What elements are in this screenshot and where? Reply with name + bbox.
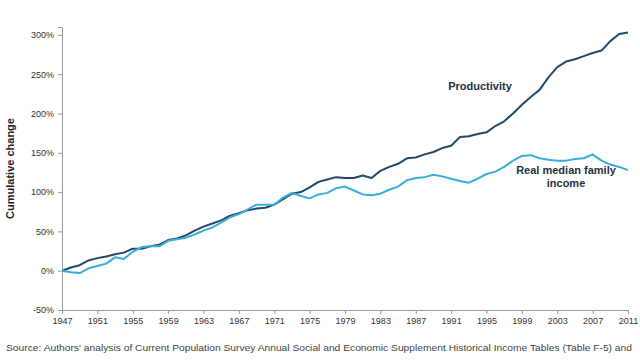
plot-area	[62, 33, 628, 274]
tick-label: 50%	[36, 227, 54, 237]
tick-mark	[58, 192, 62, 193]
tick-mark	[97, 310, 98, 314]
tick-mark	[58, 310, 62, 311]
tick: 1959	[159, 310, 179, 326]
tick-label: 250%	[31, 70, 54, 80]
tick-mark	[58, 231, 62, 232]
tick: -50%	[33, 305, 62, 315]
tick: 0%	[41, 266, 62, 276]
tick-mark	[204, 310, 205, 314]
tick-mark	[416, 310, 417, 314]
tick: 1963	[194, 310, 214, 326]
tick: 300%	[31, 30, 62, 40]
tick: 150%	[31, 148, 62, 158]
source-note: Source: Authors' analysis of Current Pop…	[6, 342, 632, 353]
series-label-line: Productivity	[448, 80, 512, 92]
tick-label: 1947	[52, 316, 72, 326]
tick: 100%	[31, 187, 62, 197]
tick-label: -50%	[33, 305, 54, 315]
tick-label: 1991	[442, 316, 462, 326]
tick-mark	[58, 113, 62, 114]
tick: 2003	[548, 310, 568, 326]
tick-mark	[168, 310, 169, 314]
tick: 1975	[300, 310, 320, 326]
tick: 1947	[52, 310, 72, 326]
tick: 1983	[371, 310, 391, 326]
tick-mark	[133, 310, 134, 314]
tick-mark	[58, 271, 62, 272]
series-line	[62, 154, 628, 273]
tick: 1991	[442, 310, 462, 326]
tick: 1971	[265, 310, 285, 326]
tick-label: 1959	[159, 316, 179, 326]
tick-mark	[274, 310, 275, 314]
tick-label: 1967	[229, 316, 249, 326]
tick-mark	[345, 310, 346, 314]
series-label-line: income	[547, 177, 586, 189]
tick: 1967	[229, 310, 249, 326]
tick-label: 100%	[31, 187, 54, 197]
tick-mark	[58, 74, 62, 75]
tick: 1951	[88, 310, 108, 326]
tick-label: 1951	[88, 316, 108, 326]
tick-label: 1955	[123, 316, 143, 326]
tick-label: 2003	[548, 316, 568, 326]
series-label: Real median familyincome	[516, 164, 617, 189]
tick: 50%	[36, 227, 62, 237]
tick-label: 0%	[41, 266, 54, 276]
tick-mark	[58, 153, 62, 154]
tick-mark	[380, 310, 381, 314]
tick-label: 2011	[619, 316, 638, 326]
tick-mark	[310, 310, 311, 314]
tick-mark	[451, 310, 452, 314]
tick-label: 150%	[31, 148, 54, 158]
tick: 1979	[335, 310, 355, 326]
tick-label: 1975	[300, 316, 320, 326]
tick-mark	[487, 310, 488, 314]
tick: 1987	[406, 310, 426, 326]
tick-label: 2007	[583, 316, 603, 326]
x-axis: 1947 1951 1955 1959 1963 1967 1971 1975 1979 1983…	[52, 310, 638, 326]
series-line	[62, 33, 628, 271]
tick: 1955	[123, 310, 143, 326]
tick-label: 1963	[194, 316, 214, 326]
tick-mark	[522, 310, 523, 314]
tick-label: 1995	[477, 316, 497, 326]
tick-mark	[58, 35, 62, 36]
tick-mark	[628, 310, 629, 314]
axis-line	[63, 311, 629, 315]
y-axis: -50% 0% 50% 100% 150% 200% 250% 300%	[31, 28, 63, 316]
tick-mark	[557, 310, 558, 314]
tick-label: 1999	[512, 316, 532, 326]
tick: 200%	[31, 109, 62, 119]
tick: 250%	[31, 70, 62, 80]
tick: 2007	[583, 310, 603, 326]
axis-title: Cumulative change	[4, 118, 16, 219]
tick-label: 1979	[335, 316, 355, 326]
tick-label: 200%	[31, 109, 54, 119]
tick-mark	[593, 310, 594, 314]
tick: 2011	[619, 310, 638, 326]
tick-mark	[62, 310, 63, 314]
tick-mark	[239, 310, 240, 314]
axis-line	[58, 28, 63, 311]
series-label: Productivity	[448, 80, 512, 92]
chart: -50% 0% 50% 100% 150% 200% 250% 300% 1947 1951 195…	[0, 0, 640, 360]
series-label-line: Real median family	[516, 164, 617, 176]
tick: 1999	[512, 310, 532, 326]
tick-label: 1983	[371, 316, 391, 326]
tick-label: 300%	[31, 30, 54, 40]
tick-label: 1971	[265, 316, 285, 326]
tick-label: 1987	[406, 316, 426, 326]
tick: 1995	[477, 310, 497, 326]
